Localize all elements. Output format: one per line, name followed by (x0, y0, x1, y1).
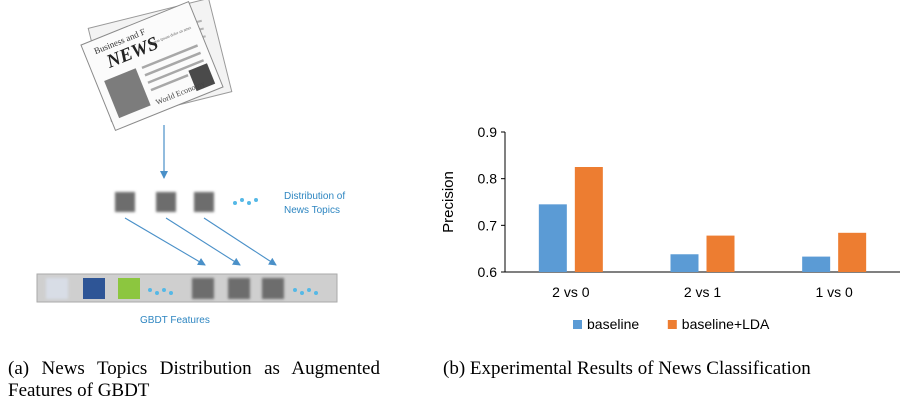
bar-baseline (539, 204, 567, 272)
topic-block (156, 192, 176, 212)
newspaper-icon: Business and F NEWS Lorem ipsum dolor si… (81, 0, 232, 130)
y-axis-label: Precision (440, 171, 457, 233)
topic-block (194, 192, 214, 212)
ellipsis-dot (240, 198, 244, 202)
bar-baseline (671, 254, 699, 272)
diagonal-arrow (125, 218, 205, 265)
ellipsis-dot (314, 291, 318, 295)
bar-baseline-lda (707, 236, 735, 272)
y-tick-label: 0.6 (478, 264, 498, 280)
y-tick-label: 0.8 (478, 171, 498, 187)
gbdt-label: GBDT Features (140, 315, 210, 326)
legend-swatch (573, 320, 582, 329)
legend-label: baseline+LDA (682, 316, 770, 332)
news-topics-diagram: Business and F NEWS Lorem ipsum dolor si… (0, 0, 420, 335)
ellipsis-dot (293, 288, 297, 292)
ellipsis-dot (247, 201, 251, 205)
legend-label: baseline (587, 316, 639, 332)
feature-block (46, 278, 68, 299)
x-tick-label: 2 vs 0 (552, 284, 590, 300)
ellipsis-dot (148, 288, 152, 292)
ellipsis-dot (233, 201, 237, 205)
chart-legend: baseline baseline+LDA (573, 316, 770, 332)
y-tick-label: 0.9 (478, 124, 498, 140)
ellipsis-dot (307, 288, 311, 292)
y-tick-label: 0.7 (478, 217, 498, 233)
feature-block (228, 278, 250, 299)
caption-b: (b) Experimental Results of News Classif… (443, 358, 905, 380)
distribution-label-line1: Distribution of (284, 191, 345, 202)
gbdt-feature-bar (37, 274, 337, 302)
feature-block (118, 278, 140, 299)
feature-block (83, 278, 105, 299)
chart-bars (539, 167, 866, 272)
ellipsis-dot (155, 291, 159, 295)
caption-a: (a) News Topics Distribution as Augmente… (8, 358, 380, 402)
bar-baseline (802, 257, 830, 272)
distribution-label-line2: News Topics (284, 205, 340, 216)
feature-block (192, 278, 214, 299)
x-tick-label: 2 vs 1 (684, 284, 722, 300)
diagonal-arrow (166, 218, 240, 265)
topic-block (115, 192, 135, 212)
ellipsis-dot (169, 291, 173, 295)
x-tick-label: 1 vs 0 (815, 284, 853, 300)
ellipsis-dot (254, 198, 258, 202)
ellipsis-dot (162, 288, 166, 292)
bar-baseline-lda (838, 233, 866, 272)
topic-distribution-blocks (115, 192, 258, 212)
bar-baseline-lda (575, 167, 603, 272)
chart-labels: 0.6 0.7 0.8 0.9 Precision 2 vs 0 2 vs 1 1 vs 0 (440, 124, 853, 300)
legend-swatch (668, 320, 677, 329)
diagonal-arrow (204, 218, 276, 265)
ellipsis-dot (300, 291, 304, 295)
feature-block (262, 278, 284, 299)
